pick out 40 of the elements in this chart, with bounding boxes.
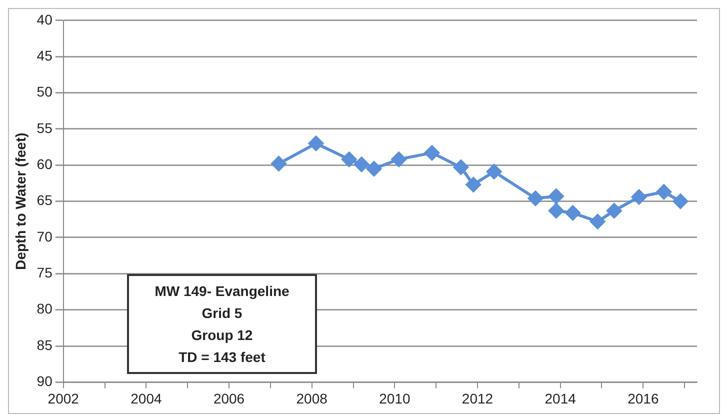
point <box>466 177 481 192</box>
y-tick-label: 60 <box>36 156 53 172</box>
point <box>672 194 688 209</box>
x-tick-label: 2004 <box>130 390 162 406</box>
point <box>308 136 324 151</box>
y-tick-label: 65 <box>36 192 53 208</box>
point <box>354 156 370 172</box>
y-tick-label: 90 <box>36 373 53 390</box>
x-tick-label: 2012 <box>462 390 494 406</box>
point <box>453 160 468 175</box>
x-tick-label: 2006 <box>213 390 245 406</box>
point <box>391 152 406 167</box>
point <box>565 205 580 220</box>
y-tick-label: 50 <box>36 84 53 100</box>
point <box>528 190 543 206</box>
y-tick-label: 70 <box>36 228 53 244</box>
y-tick-label: 75 <box>36 264 53 281</box>
x-tick-label: 2016 <box>628 390 659 406</box>
note-box: MW 149- Evangeline Grid 5 Group 12 TD = 143 feet <box>127 274 317 374</box>
point <box>424 145 440 160</box>
x-tick-label: 2002 <box>48 390 80 406</box>
point <box>486 164 502 180</box>
x-tick-label: 2008 <box>296 390 328 406</box>
point <box>632 189 647 204</box>
point <box>271 156 286 172</box>
x-tick-label: 2014 <box>544 390 576 406</box>
point <box>342 152 357 167</box>
y-tick-label: 85 <box>36 336 53 353</box>
y-tick-label: 40 <box>36 11 53 28</box>
y-axis-title: Depth to Water (feet) <box>12 132 28 270</box>
x-tick-label: 2010 <box>379 390 410 406</box>
point <box>590 214 606 230</box>
point <box>548 203 564 218</box>
point <box>656 184 672 200</box>
y-tick-label: 55 <box>36 120 53 136</box>
point <box>548 188 564 204</box>
y-tick-label: 45 <box>36 47 53 64</box>
y-tick-label: 80 <box>36 300 53 317</box>
point <box>606 203 622 218</box>
point <box>366 161 382 176</box>
